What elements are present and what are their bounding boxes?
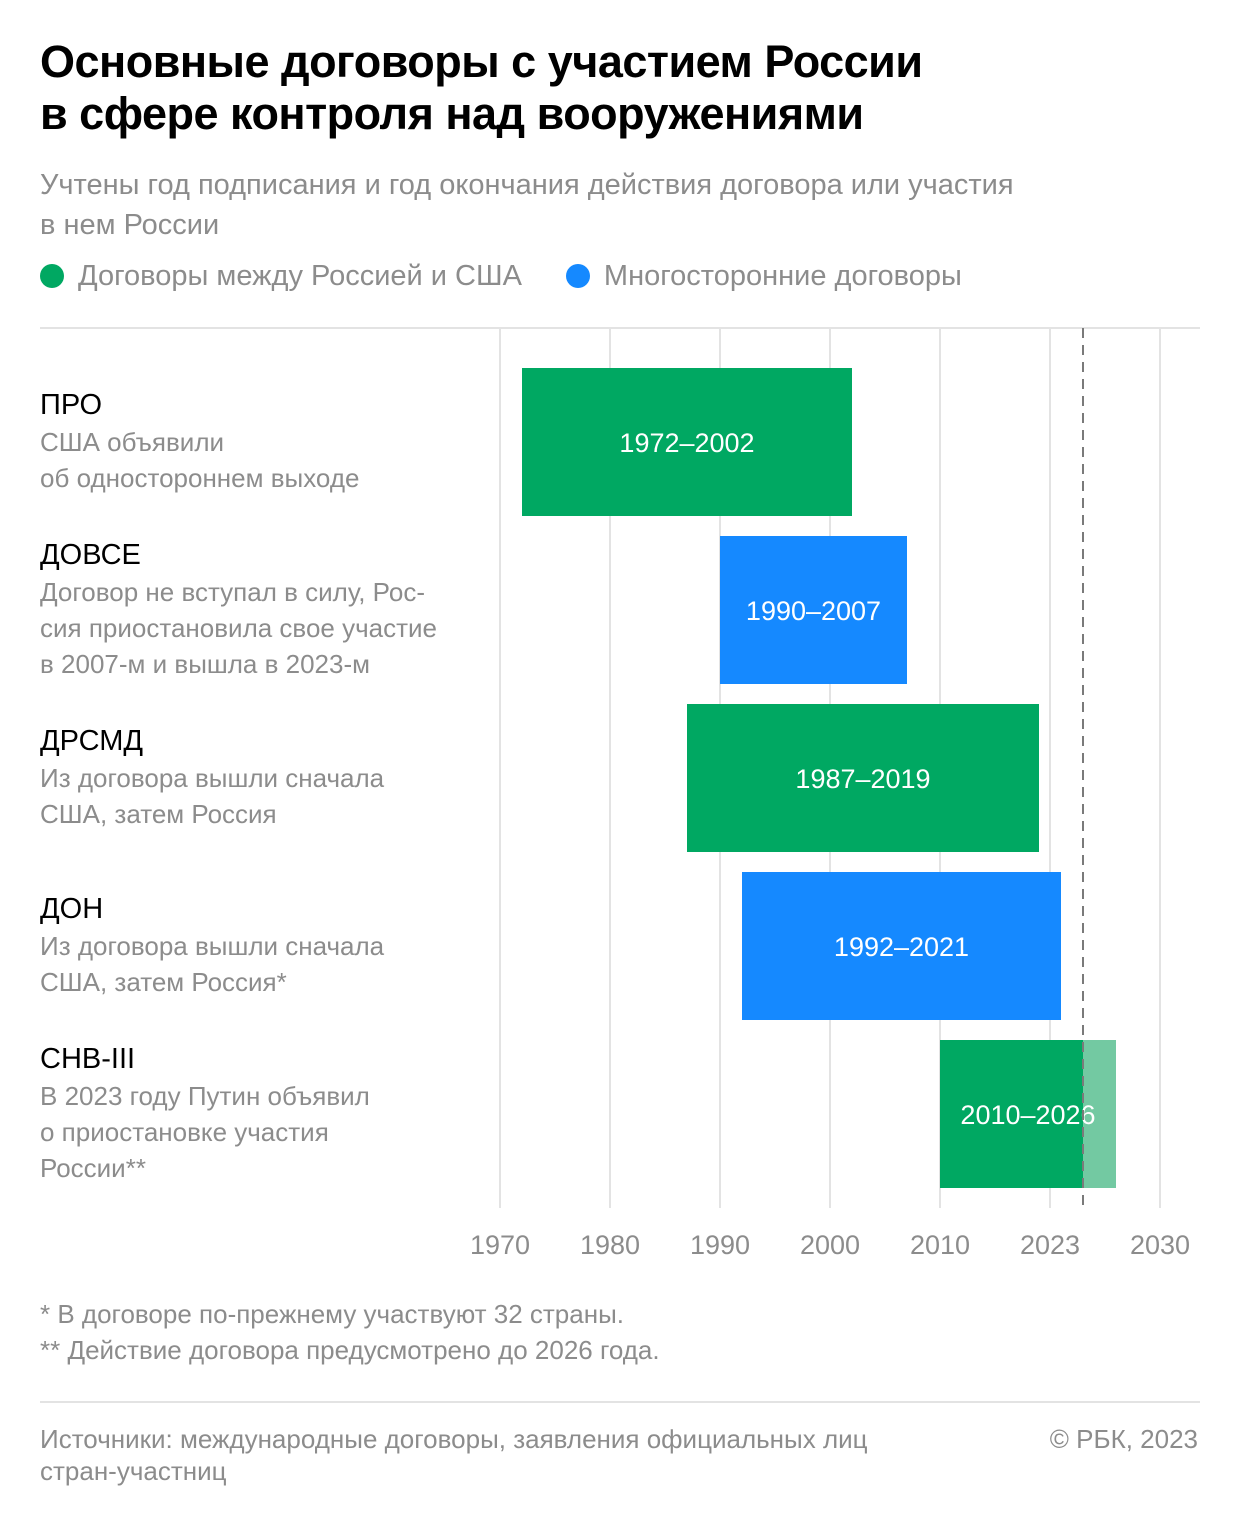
treaty-note-line: сия приостановила свое участие — [40, 613, 437, 643]
treaty-note-line: Из договора вышли сначала — [40, 763, 385, 793]
legend-dot-green — [40, 264, 64, 288]
row-label-don: ДОН Из договора вышли сначала США, затем… — [40, 890, 510, 1000]
treaty-note-line: в 2007-м и вышла в 2023-м — [40, 649, 371, 679]
x-tick-label: 1970 — [470, 1230, 530, 1260]
bar-label: 1992–2021 — [834, 932, 969, 962]
x-tick-label: 1980 — [580, 1230, 640, 1260]
treaty-name: ДРСМД — [40, 725, 144, 757]
bar-label: 1972–2002 — [619, 428, 754, 458]
treaty-name: ДОВСЕ — [40, 539, 141, 571]
footnote-2: ** Действие договора предусмотрено до 20… — [40, 1335, 660, 1365]
treaty-note-line: В 2023 году Путин объявил — [40, 1081, 370, 1111]
x-tick-label: 1990 — [690, 1230, 750, 1260]
x-tick-label: 2000 — [800, 1230, 860, 1260]
treaty-note-line: США, затем Россия* — [40, 967, 287, 997]
bar — [742, 872, 1061, 1020]
chart-title: Основные договоры с участием России в сф… — [40, 36, 1200, 140]
bar — [940, 1040, 1083, 1188]
treaty-name: СНВ-III — [40, 1043, 136, 1075]
subtitle-line-2: в нем России — [40, 209, 220, 241]
treaty-name: ПРО — [40, 389, 103, 421]
chart-subtitle: Учтены год подписания и год окончания де… — [40, 165, 1200, 245]
treaty-name: ДОН — [40, 893, 104, 925]
treaty-note-line: об одностороннем выходе — [40, 463, 360, 493]
bar-label: 1990–2007 — [746, 596, 881, 626]
legend-item-multilateral: Многосторонние договоры — [565, 259, 962, 293]
treaty-note-line: США объявили — [40, 427, 225, 457]
bar-projected-segment — [1083, 1040, 1116, 1188]
bar — [720, 536, 907, 684]
row-label-drsmd: ДРСМД Из договора вышли сначала США, зат… — [40, 722, 510, 832]
footnote-1: * В договоре по-прежнему участвуют 32 ст… — [40, 1299, 624, 1329]
source-line-1: Источники: международные договоры, заявл… — [40, 1424, 868, 1454]
x-tick-label: 2030 — [1130, 1230, 1190, 1260]
x-tick-label: 2010 — [910, 1230, 970, 1260]
legend-item-bilateral: Договоры между Россией и США — [40, 260, 522, 293]
legend: Договоры между Россией и США Многосторон… — [40, 256, 1006, 296]
bar — [687, 704, 1039, 852]
bar-label: 1987–2019 — [795, 764, 930, 794]
bar — [522, 368, 852, 516]
timeline-chart: 1970 1980 1990 2000 2010 2023 2030 1972–2002 199… — [470, 328, 1190, 1260]
bottom-divider — [40, 1401, 1200, 1403]
subtitle-line-1: Учтены год подписания и год окончания де… — [40, 169, 1014, 201]
source-line-2: стран-участниц — [40, 1456, 227, 1486]
row-label-snv: СНВ-III В 2023 году Путин объявил о прио… — [40, 1040, 510, 1186]
treaty-note-line: России** — [40, 1153, 146, 1183]
title-line-2: в сфере контроля над вооружениями — [40, 88, 864, 139]
treaty-note-line: Из договора вышли сначала — [40, 931, 385, 961]
footnotes: * В договоре по-прежнему участвуют 32 ст… — [40, 1296, 660, 1368]
legend-label-bilateral: Договоры между Россией и США — [78, 259, 522, 292]
treaty-note-line: США, затем Россия — [40, 799, 277, 829]
x-tick-label: 2023 — [1020, 1230, 1080, 1260]
treaty-note-line: о приостановке участия — [40, 1117, 329, 1147]
treaty-note-line: Договор не вступал в силу, Рос- — [40, 577, 425, 607]
row-label-pro: ПРО США объявили об одностороннем выходе — [40, 386, 510, 496]
copyright: © РБК, 2023 — [1049, 1424, 1198, 1454]
top-divider — [40, 327, 1200, 329]
legend-label-multilateral: Многосторонние договоры — [603, 259, 962, 292]
source-note: Источники: международные договоры, заявл… — [40, 1423, 1000, 1487]
title-line-1: Основные договоры с участием России — [40, 36, 923, 87]
legend-dot-blue — [565, 264, 590, 288]
row-label-dovse: ДОВСЕ Договор не вступал в силу, Рос- си… — [40, 536, 510, 682]
bar-label: 2010–2026 — [960, 1100, 1095, 1130]
